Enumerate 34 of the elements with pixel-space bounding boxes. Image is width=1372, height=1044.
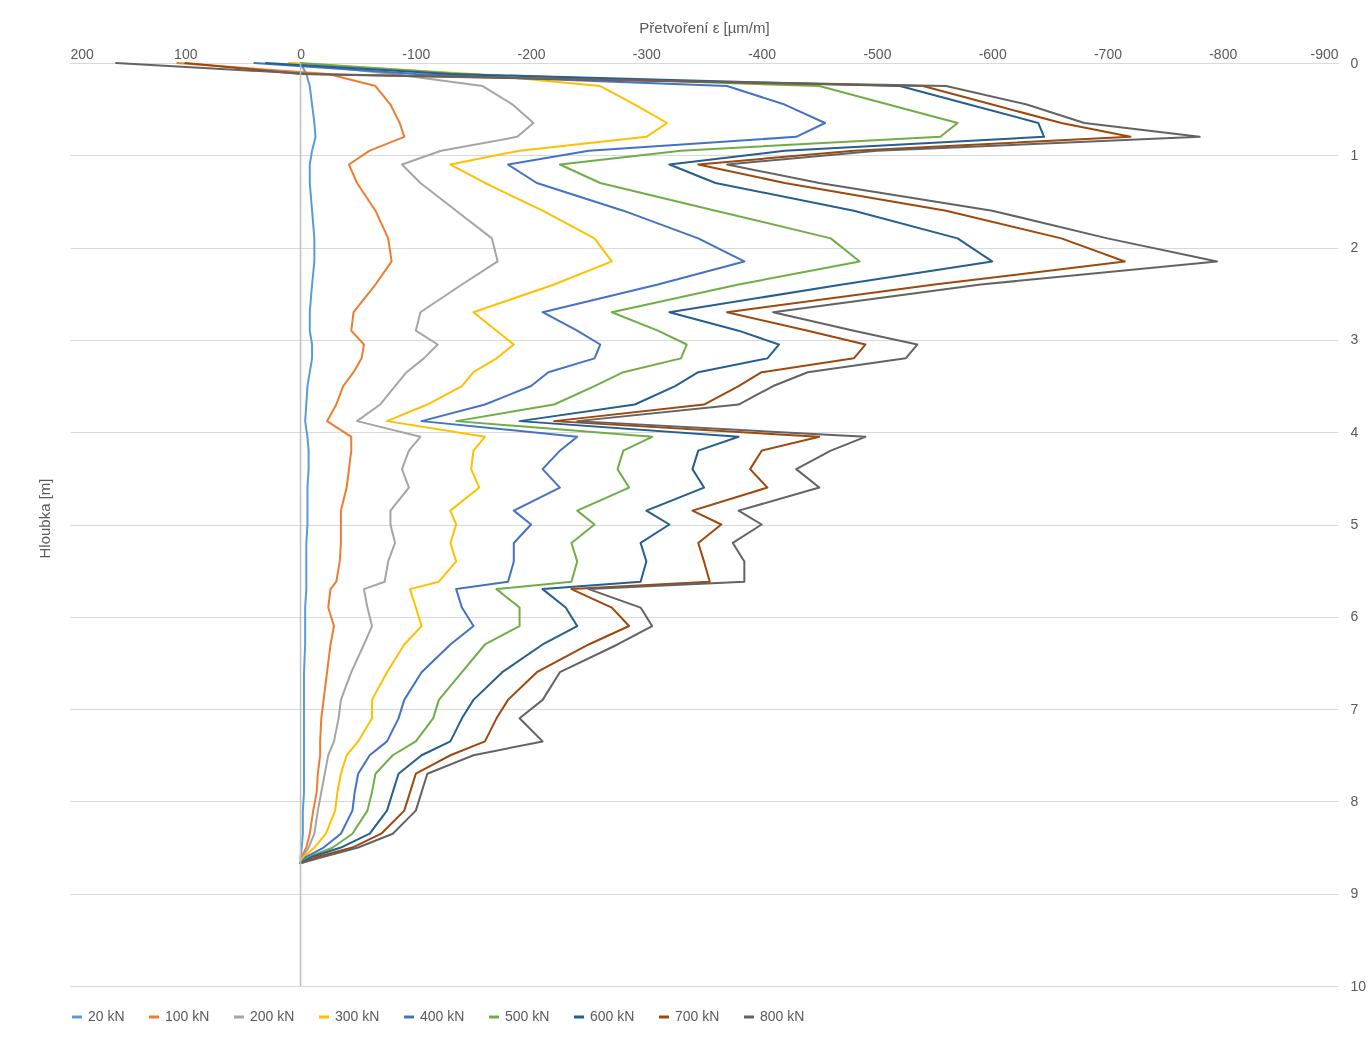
- legend-label: 700 kN: [675, 1008, 720, 1024]
- legend-label: 800 kN: [760, 1008, 805, 1024]
- x-tick-label: 200: [70, 45, 95, 62]
- x-tick-label: -800: [1209, 45, 1238, 62]
- legend-label: 400 kN: [420, 1008, 465, 1024]
- y-tick-label: 1: [1350, 146, 1359, 163]
- y-tick-label: 7: [1350, 700, 1359, 717]
- y-tick-label: 9: [1350, 885, 1359, 902]
- x-tick-label: 0: [297, 45, 306, 62]
- legend-label: 200 kN: [250, 1008, 295, 1024]
- x-tick-label: -500: [863, 45, 892, 62]
- x-tick-label: -200: [517, 45, 546, 62]
- y-tick-label: 10: [1350, 977, 1367, 994]
- x-tick-label: -100: [402, 45, 431, 62]
- legend-label: 500 kN: [505, 1008, 550, 1024]
- y-tick-label: 2: [1350, 239, 1359, 256]
- y-axis-title: Hloubka [m]: [35, 478, 53, 559]
- y-tick-label: 3: [1350, 331, 1359, 348]
- y-tick-label: 8: [1350, 792, 1359, 809]
- line-series: [299, 62, 959, 865]
- y-tick-label: 6: [1350, 608, 1359, 625]
- x-tick-label: -900: [1310, 45, 1339, 62]
- legend-label: 300 kN: [335, 1008, 380, 1024]
- legend-label: 20 kN: [88, 1008, 125, 1024]
- x-tick-label: -400: [748, 45, 777, 62]
- x-tick-label: 100: [174, 45, 198, 62]
- x-tick-label: -300: [632, 45, 662, 62]
- x-tick-label: -600: [978, 45, 1007, 62]
- y-tick-label: 4: [1350, 423, 1359, 440]
- legend-label: 600 kN: [590, 1008, 635, 1024]
- x-tick-label: -700: [1093, 45, 1123, 62]
- y-tick-label: 5: [1350, 516, 1359, 532]
- legend-label: 100 kN: [165, 1008, 210, 1024]
- x-axis-title: Přetvoření ε [µm/m]: [639, 18, 770, 36]
